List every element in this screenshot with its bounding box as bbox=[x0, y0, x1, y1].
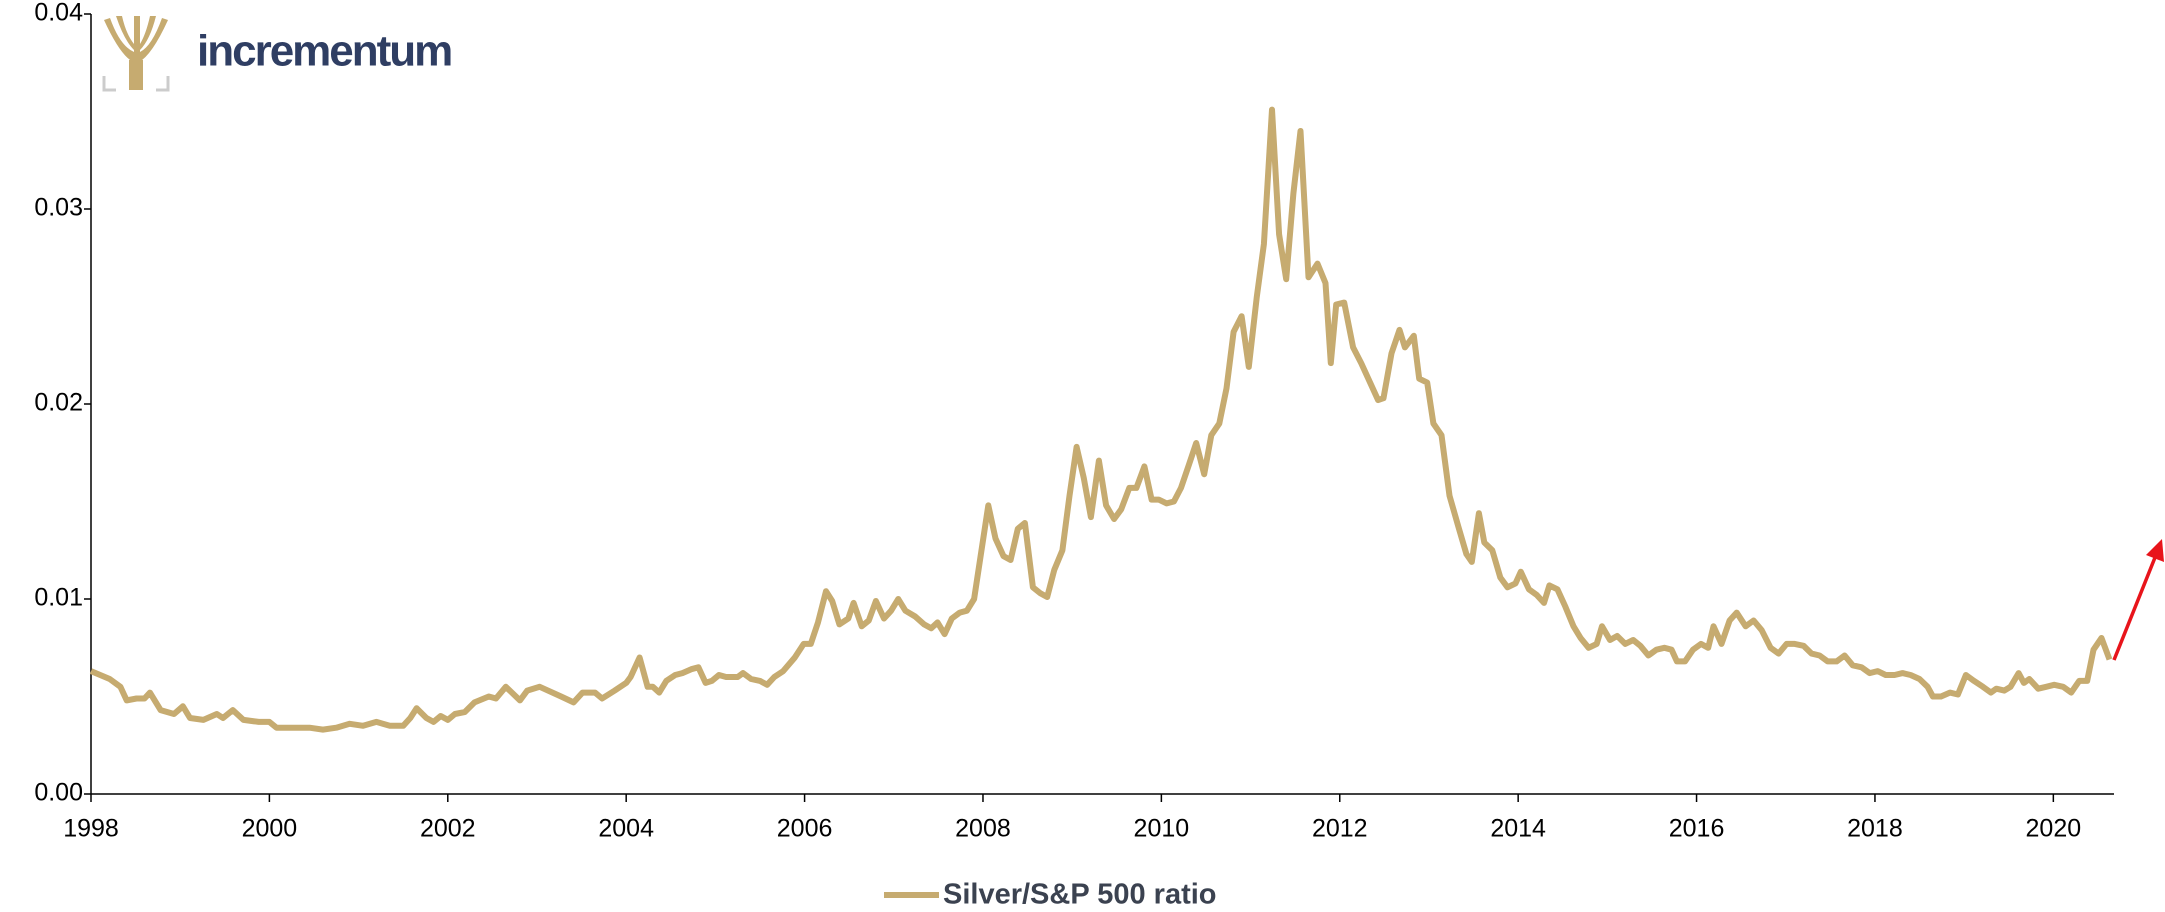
y-tick-label: 0.01 bbox=[34, 584, 83, 612]
x-tick-label: 2012 bbox=[1312, 815, 1368, 843]
x-tick-label: 2018 bbox=[1847, 815, 1903, 843]
logo-icon bbox=[104, 16, 168, 90]
logo-frame bbox=[102, 76, 170, 92]
y-tick-label: 0.03 bbox=[34, 194, 83, 222]
x-tick-label: 2014 bbox=[1490, 815, 1546, 843]
annotation-arrowhead bbox=[2146, 539, 2164, 562]
y-tick-label: 0.00 bbox=[34, 779, 83, 807]
x-tick-label: 2000 bbox=[242, 815, 298, 843]
line-series bbox=[89, 106, 2113, 733]
x-tick-label: 2004 bbox=[598, 815, 654, 843]
logo-text: incrementum bbox=[197, 27, 451, 76]
x-tick-label: 1998 bbox=[63, 815, 119, 843]
x-tick-label: 2016 bbox=[1669, 815, 1725, 843]
legend-label: Silver/S&P 500 ratio bbox=[943, 879, 1217, 911]
x-tick-label: 2008 bbox=[955, 815, 1011, 843]
x-tick-label: 2006 bbox=[777, 815, 833, 843]
y-tick-label: 0.04 bbox=[34, 0, 83, 27]
x-tick-label: 2020 bbox=[2026, 815, 2082, 843]
annotation-arrow bbox=[2112, 554, 2158, 661]
x-tick-label: 2010 bbox=[1134, 815, 1190, 843]
y-tick-label: 0.02 bbox=[34, 389, 83, 417]
x-tick-label: 2002 bbox=[420, 815, 476, 843]
